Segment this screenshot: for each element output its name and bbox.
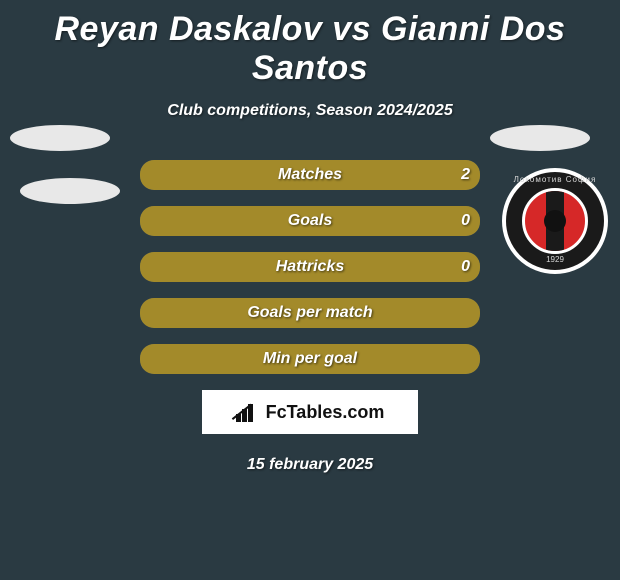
stat-value-right: 2 — [461, 160, 470, 190]
stat-row: Matches2 — [140, 160, 480, 190]
stat-value-right: 0 — [461, 252, 470, 282]
badge-top-text: Локомотив София — [506, 175, 604, 184]
stat-label: Goals per match — [140, 298, 480, 328]
badge-year: 1929 — [506, 255, 604, 264]
stat-label: Goals — [140, 206, 480, 236]
badge-inner — [522, 188, 588, 254]
brand-box: FcTables.com — [202, 390, 418, 434]
stat-row: Hattricks0 — [140, 252, 480, 282]
comparison-title: Reyan Daskalov vs Gianni Dos Santos — [0, 0, 620, 88]
stat-value-right: 0 — [461, 206, 470, 236]
stat-row: Goals0 — [140, 206, 480, 236]
left-club-ellipse-2 — [20, 178, 120, 204]
fctables-icon — [236, 402, 260, 422]
right-club-ellipse — [490, 125, 590, 151]
badge-ring: Локомотив София 1929 — [502, 168, 608, 274]
stat-label: Hattricks — [140, 252, 480, 282]
left-club-ellipse-1 — [10, 125, 110, 151]
comparison-date: 15 february 2025 — [0, 456, 620, 474]
season-subtitle: Club competitions, Season 2024/2025 — [0, 102, 620, 120]
stat-label: Min per goal — [140, 344, 480, 374]
badge-face-icon — [544, 210, 566, 232]
brand-text: FcTables.com — [266, 402, 385, 423]
stat-row: Goals per match — [140, 298, 480, 328]
stat-label: Matches — [140, 160, 480, 190]
stat-row: Min per goal — [140, 344, 480, 374]
right-club-badge: Локомотив София 1929 — [502, 168, 608, 274]
